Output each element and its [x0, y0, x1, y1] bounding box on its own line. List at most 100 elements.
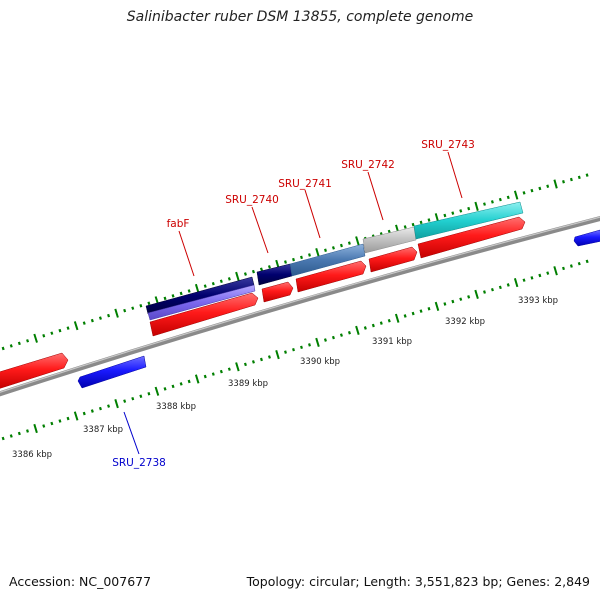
minor-tick: [251, 269, 255, 274]
minor-tick: [451, 211, 455, 215]
major-tick: [194, 374, 200, 384]
minor-tick: [459, 297, 463, 301]
major-tick: [355, 236, 360, 246]
minor-tick: [403, 314, 407, 318]
minor-tick: [9, 344, 13, 348]
minor-tick: [331, 246, 335, 250]
minor-tick: [50, 421, 54, 426]
gene-sru2740-bar[interactable]: [256, 263, 293, 286]
major-tick: [235, 271, 240, 281]
cds-sru2740-arrow[interactable]: [261, 281, 294, 303]
minor-tick: [339, 243, 343, 248]
minor-tick: [82, 321, 86, 325]
minor-tick: [1, 436, 5, 441]
minor-tick: [26, 339, 30, 343]
minor-tick: [219, 279, 223, 284]
minor-tick: [107, 313, 111, 318]
minor-tick: [139, 394, 143, 399]
minor-tick: [387, 318, 391, 323]
major-tick: [474, 201, 479, 211]
minor-tick: [562, 266, 565, 271]
minor-tick: [530, 188, 534, 193]
gene-sru2738-arrow[interactable]: [77, 355, 147, 389]
gene-label-sru2740[interactable]: SRU_2740: [225, 194, 279, 206]
minor-tick: [9, 434, 13, 438]
major-tick: [114, 308, 119, 318]
major-tick: [33, 423, 38, 434]
minor-tick: [483, 290, 486, 294]
minor-tick: [17, 431, 21, 436]
major-tick: [513, 190, 519, 200]
gene-sru2743-bar[interactable]: [413, 201, 524, 240]
minor-tick: [90, 318, 94, 323]
minor-tick: [419, 309, 423, 313]
gene-label-sru2741[interactable]: SRU_2741: [278, 178, 332, 190]
minor-tick: [147, 301, 151, 305]
minor-tick: [203, 374, 207, 379]
cds-left-arrow[interactable]: [0, 352, 69, 389]
cds-sru2743-arrow[interactable]: [417, 216, 526, 259]
minor-tick: [347, 241, 351, 245]
major-tick: [275, 350, 280, 360]
minor-tick: [90, 409, 94, 413]
gene-label-fabF[interactable]: fabF: [167, 218, 190, 230]
minor-tick: [171, 294, 175, 298]
minor-tick: [546, 271, 550, 275]
minor-tick: [411, 311, 415, 316]
minor-tick: [530, 276, 534, 280]
gene-blue-right-arrow[interactable]: [573, 229, 600, 247]
cds-sru2742-arrow[interactable]: [368, 246, 418, 273]
minor-tick: [123, 308, 127, 313]
gene-fabF-bar-light[interactable]: [147, 284, 256, 321]
minor-tick: [131, 306, 135, 310]
minor-tick: [427, 218, 431, 222]
gene-labels: fabF SRU_2740 SRU_2741 SRU_2742 SRU_2743…: [112, 139, 475, 469]
label-leaders: [123, 151, 463, 455]
gene-label-sru2743[interactable]: SRU_2743: [421, 139, 475, 151]
major-tick: [553, 266, 558, 276]
kbp-scale-labels: 3386 kbp 3387 kbp 3388 kbp 3389 kbp 3390 kbp…: [12, 296, 558, 460]
kbp-label: 3393 kbp: [518, 296, 558, 306]
minor-tick: [284, 350, 287, 354]
minor-tick: [411, 222, 415, 227]
minor-tick: [443, 213, 447, 218]
major-tick: [235, 362, 240, 372]
minor-tick: [498, 197, 502, 202]
gene-label-sru2738[interactable]: SRU_2738: [112, 457, 166, 469]
minor-tick: [546, 184, 550, 188]
cds-sru2741-arrow[interactable]: [295, 260, 367, 293]
minor-tick: [1, 346, 5, 351]
gene-label-sru2742[interactable]: SRU_2742: [341, 159, 395, 171]
kbp-label: 3390 kbp: [300, 357, 340, 367]
gene-sru2742-bar[interactable]: [362, 226, 417, 254]
minor-tick: [227, 277, 231, 281]
minor-tick: [98, 316, 102, 320]
minor-tick: [123, 399, 127, 403]
minor-tick: [267, 355, 271, 359]
minor-tick: [300, 345, 303, 350]
major-tick: [73, 321, 79, 331]
major-tick: [194, 283, 200, 294]
minor-tick: [211, 372, 215, 376]
cds-fabF-arrow[interactable]: [149, 292, 259, 337]
gene-sru2741-bar[interactable]: [289, 243, 366, 277]
major-tick: [474, 289, 479, 299]
minor-tick: [562, 180, 565, 184]
kbp-label: 3392 kbp: [445, 317, 485, 327]
minor-tick: [284, 260, 287, 264]
minor-tick: [139, 303, 143, 308]
minor-tick: [569, 177, 573, 182]
minor-tick: [292, 257, 295, 262]
minor-tick: [569, 264, 573, 268]
kbp-label: 3388 kbp: [156, 402, 196, 412]
major-tick: [553, 179, 558, 189]
major-tick: [513, 278, 519, 288]
major-tick: [355, 325, 360, 335]
minor-tick: [459, 209, 463, 213]
minor-tick: [227, 367, 231, 371]
minor-tick: [308, 343, 311, 347]
minor-tick: [498, 285, 502, 290]
minor-tick: [522, 191, 526, 195]
minor-tick: [403, 225, 407, 229]
